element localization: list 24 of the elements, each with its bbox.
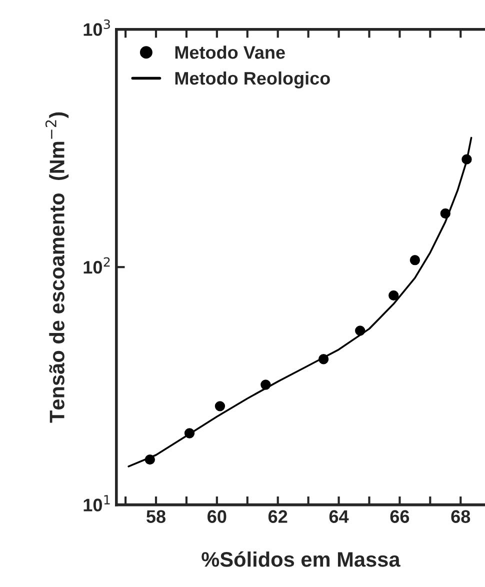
point xyxy=(214,401,226,412)
point xyxy=(355,326,366,336)
point xyxy=(410,255,420,266)
x-tick-label: 64 xyxy=(329,510,349,523)
y-tick-label: 10$^{3}$ xyxy=(84,19,110,36)
point xyxy=(440,208,450,219)
line-series xyxy=(128,136,472,468)
y-tick-label: 10$^{2}$ xyxy=(84,257,110,274)
point xyxy=(388,290,399,301)
x-tick-label: 58 xyxy=(146,510,166,523)
legend-label: Metodo Reologico xyxy=(175,71,330,88)
x-tick-label: 66 xyxy=(390,510,410,523)
x-tick-label: 60 xyxy=(208,510,226,523)
y-tick-label: 10$^{1}$ xyxy=(84,495,110,512)
x-tick-label: 68 xyxy=(451,510,470,523)
point xyxy=(318,354,329,364)
y-axis-title: Tensão de escoamento (Nm$^{−2}$) xyxy=(45,112,69,423)
legend-label: Metodo Vane xyxy=(175,46,285,59)
point xyxy=(184,428,195,438)
x-tick-label: 62 xyxy=(268,510,288,523)
point xyxy=(462,154,472,164)
x-axis-title: %Sólidos em Massa xyxy=(202,551,400,567)
point xyxy=(144,454,155,465)
point xyxy=(260,380,271,390)
